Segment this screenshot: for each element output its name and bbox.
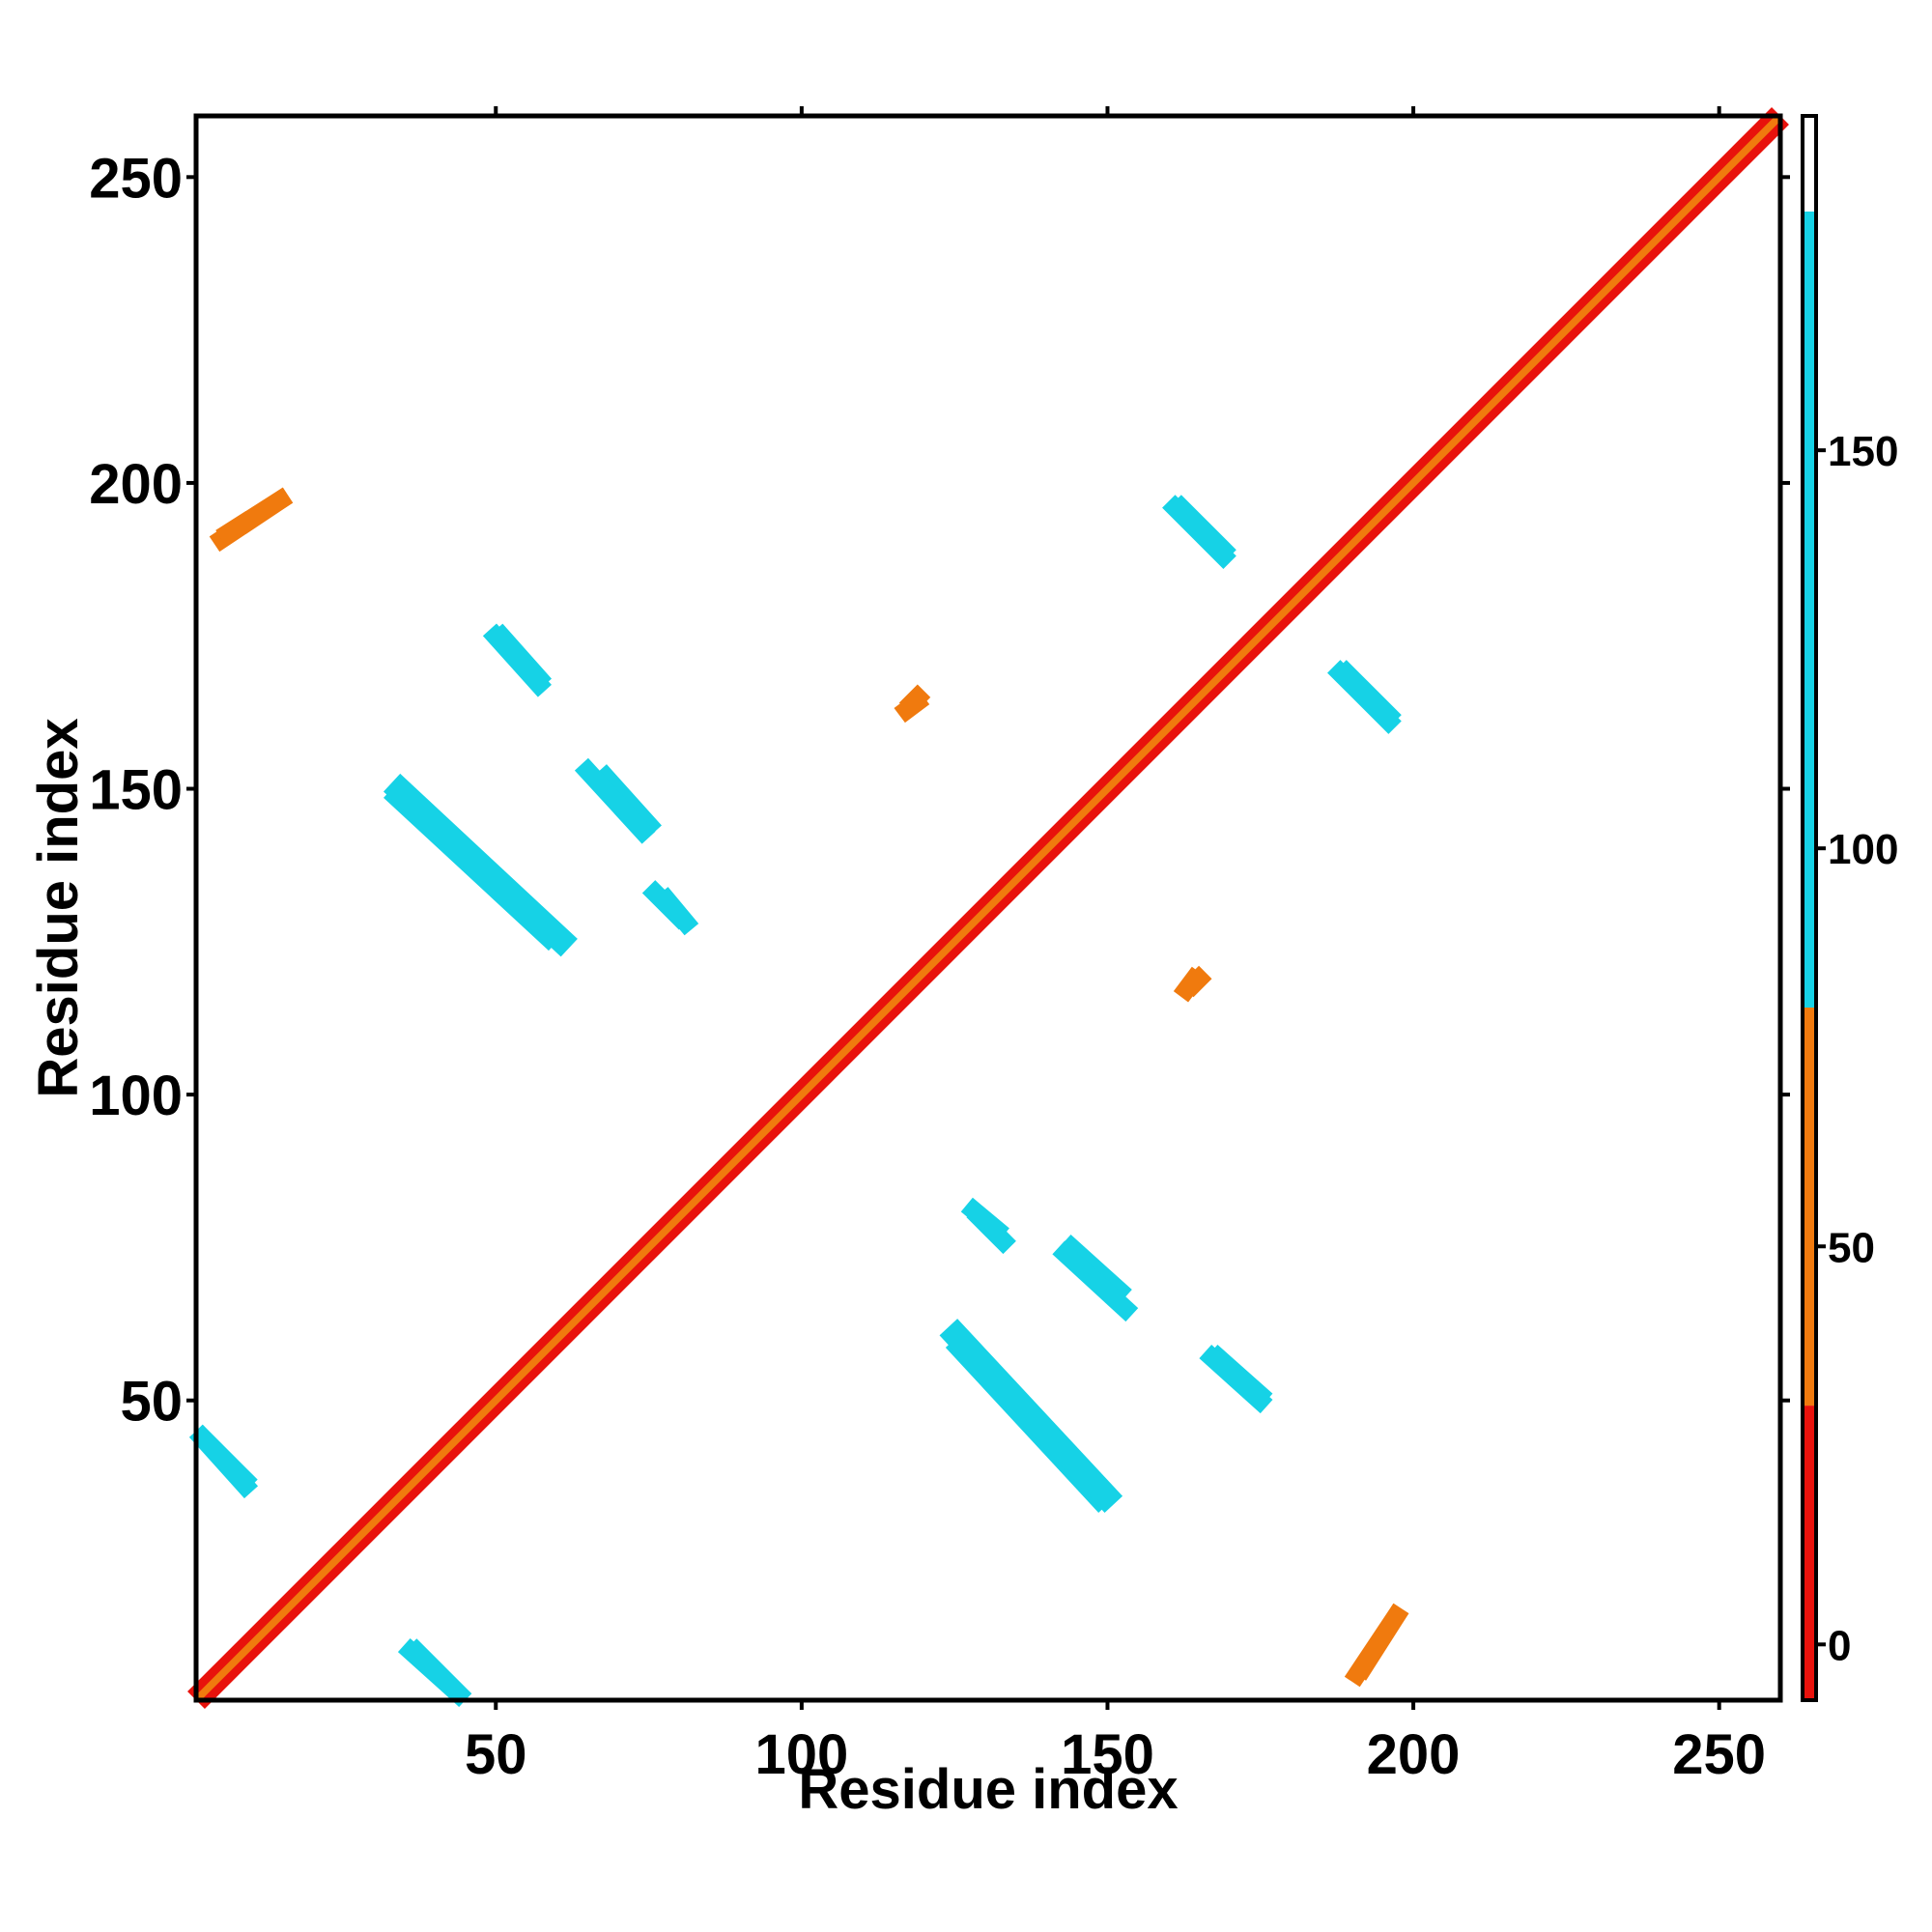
heatmap-region-8 xyxy=(939,1319,1123,1514)
heatmap-region-11-mirror xyxy=(482,623,552,697)
heatmap-region-17-mirror xyxy=(894,689,930,724)
colorbar-band-2 xyxy=(1803,211,1816,1009)
colorbar-tick-label: 50 xyxy=(1828,1224,1875,1271)
heatmap-region-11 xyxy=(1199,1345,1273,1414)
heatmap-region-9-mirror xyxy=(641,880,693,930)
heatmap-region-17 xyxy=(1173,966,1208,1003)
colorbar-band-1 xyxy=(1803,1008,1816,1406)
heatmap-region-13 xyxy=(1333,660,1402,728)
colorbar-frame xyxy=(1801,114,1818,1702)
y-axis-label: Residue index xyxy=(27,718,90,1097)
y-tick-label: 250 xyxy=(89,147,183,210)
x-tick-label: 150 xyxy=(1061,1723,1154,1786)
heatmap-cells xyxy=(187,107,1789,1709)
heatmap-region-10 xyxy=(1052,1240,1139,1322)
y-tick-label: 50 xyxy=(120,1371,183,1434)
heatmap-region-7-mirror xyxy=(397,1637,471,1708)
x-axis-label: Residue index xyxy=(798,1758,1178,1821)
colorbar-band-0 xyxy=(1803,1406,1816,1700)
colorbar-tick-label: 0 xyxy=(1828,1622,1851,1669)
x-tick-label: 100 xyxy=(754,1723,848,1786)
heatmap-region-15 xyxy=(1350,1603,1409,1681)
colorbar: 0 50 100 150 xyxy=(1801,114,1898,1702)
heatmap-region-13-mirror xyxy=(1168,495,1236,563)
x-tick-label: 200 xyxy=(1367,1723,1461,1786)
plot-frame xyxy=(193,113,1783,1703)
colorbar-band-3 xyxy=(1803,116,1816,212)
y-tick-label: 100 xyxy=(89,1065,183,1127)
heatmap-region-8-mirror xyxy=(383,773,578,957)
heatmap-region-15-mirror xyxy=(215,487,294,546)
x-axis-ticks: 50 100 150 200 250 xyxy=(465,106,1766,1786)
heatmap-region-9 xyxy=(966,1204,1016,1255)
y-axis-ticks: 50 100 150 200 250 xyxy=(89,147,1790,1434)
heatmap-region-1 xyxy=(193,113,1783,1703)
heatmap-region-10-mirror xyxy=(574,757,656,844)
y-tick-label: 200 xyxy=(89,453,183,516)
y-tick-label: 150 xyxy=(89,759,183,822)
x-tick-label: 250 xyxy=(1672,1723,1766,1786)
heatmap-region-7 xyxy=(188,1425,259,1499)
colorbar-tick-label: 100 xyxy=(1828,826,1898,873)
x-tick-label: 50 xyxy=(465,1723,527,1786)
colorbar-tick-label: 150 xyxy=(1828,428,1898,475)
